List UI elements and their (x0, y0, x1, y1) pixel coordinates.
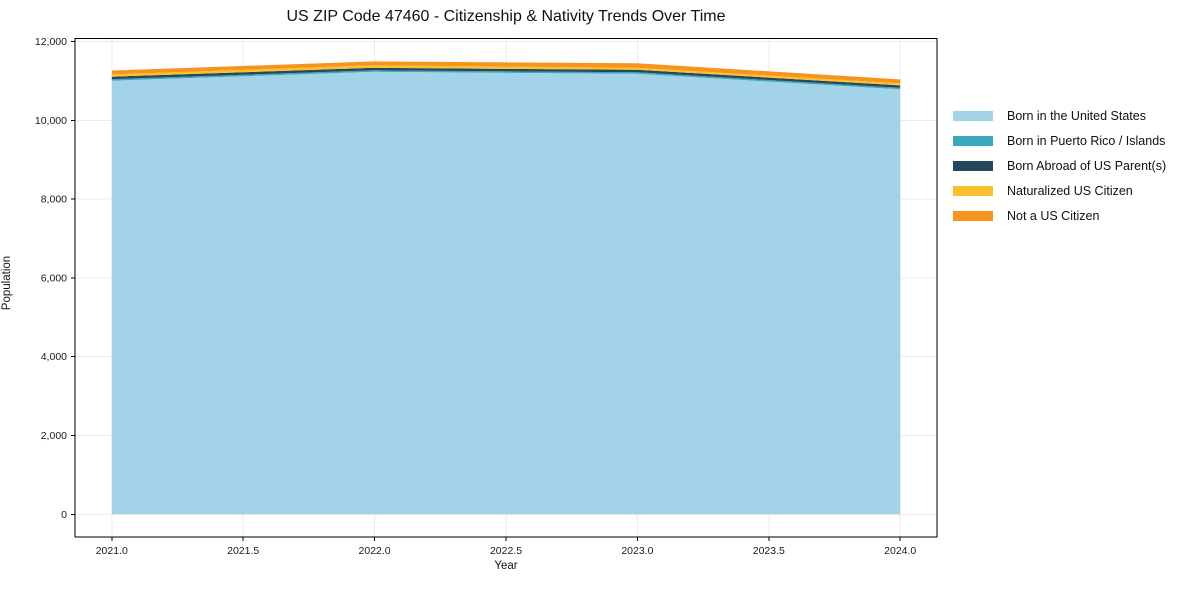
x-tick-label: 2021.0 (96, 545, 128, 557)
y-tick-label: 4,000 (41, 351, 67, 363)
legend-item: Naturalized US Citizen (953, 178, 1166, 203)
y-tick-label: 6,000 (41, 272, 67, 284)
legend-swatch (953, 135, 993, 146)
x-axis-label: Year (494, 560, 518, 572)
x-tick-label: 2023.5 (753, 545, 785, 557)
legend-label: Born in the United States (1007, 108, 1146, 123)
y-tick-label: 0 (61, 509, 67, 521)
legend-item: Not a US Citizen (953, 203, 1166, 228)
legend-item: Born in the United States (953, 103, 1166, 128)
y-tick-label: 8,000 (41, 194, 67, 206)
area-born-abroad-of-us-parent-s (111, 67, 901, 88)
area-born-in-the-united-states (111, 71, 901, 515)
legend-label: Born in Puerto Rico / Islands (1007, 133, 1166, 148)
legend-swatch (953, 210, 993, 221)
legend-label: Not a US Citizen (1007, 208, 1100, 223)
x-tick-label: 2022.5 (490, 545, 522, 557)
chart-title: US ZIP Code 47460 - Citizenship & Nativi… (286, 8, 726, 25)
area-born-in-puerto-rico-islands (111, 70, 901, 90)
area-series-group (111, 61, 901, 515)
x-tick-label: 2023.0 (621, 545, 653, 557)
legend-label: Naturalized US Citizen (1007, 183, 1133, 198)
legend-swatch (953, 110, 993, 121)
legend: Born in the United States Born in Puerto … (953, 103, 1166, 228)
x-tick-label: 2022.0 (359, 545, 391, 557)
legend-swatch (953, 185, 993, 196)
legend-item: Born in Puerto Rico / Islands (953, 128, 1166, 153)
area-naturalized-us-citizen (111, 65, 901, 86)
x-tick-label: 2024.0 (884, 545, 916, 557)
y-tick-label: 12,000 (35, 36, 67, 48)
x-tick-label: 2021.5 (227, 545, 259, 557)
area-not-a-us-citizen (111, 61, 901, 84)
y-tick-label: 10,000 (35, 115, 67, 127)
y-tick-label: 2,000 (41, 430, 67, 442)
axis-ticks: 0 2,000 4,000 6,000 8,000 10,000 12,000 2021.0 2… (35, 36, 917, 557)
legend-label: Born Abroad of US Parent(s) (1007, 158, 1167, 173)
legend-item: Born Abroad of US Parent(s) (953, 153, 1166, 178)
legend-swatch (953, 160, 993, 171)
